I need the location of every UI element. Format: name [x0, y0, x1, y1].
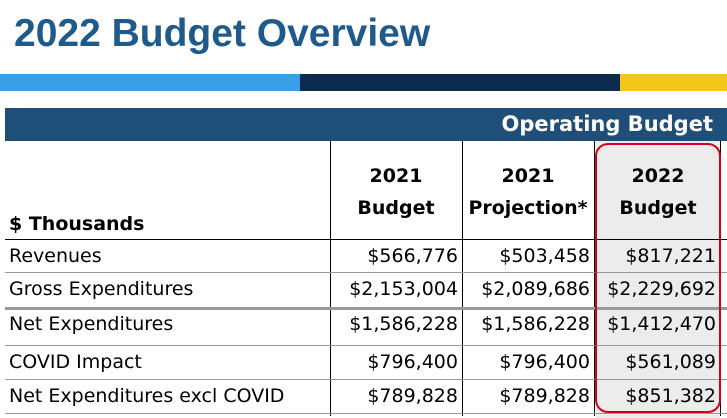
cell-value: $2,153,004 [349, 278, 458, 300]
cell-value: $789,828 [499, 385, 590, 407]
accent-bar [0, 74, 300, 91]
column-header: 2022 [631, 165, 685, 187]
row-border [5, 239, 727, 240]
cell-value: $2,229,692 [607, 278, 716, 300]
row-border [5, 413, 727, 414]
title: 2022 Budget Overview [14, 12, 431, 55]
cell-value: $851,382 [625, 385, 716, 407]
accent-bar [620, 74, 727, 91]
row-border [5, 307, 727, 310]
column-header: Budget [619, 197, 697, 219]
highlight-box [595, 143, 721, 413]
cell-value: $1,412,470 [607, 313, 716, 335]
table-band: Operating Budget [5, 108, 727, 141]
column-border [462, 141, 463, 416]
column-header: $ Thousands [9, 213, 145, 235]
column-header: Budget [357, 197, 435, 219]
accent-bar [300, 74, 620, 91]
row-border [5, 345, 727, 346]
row-label: COVID Impact [9, 351, 142, 373]
cell-value: $1,586,228 [349, 313, 458, 335]
column-header: 2021 [369, 165, 423, 187]
cell-value: $796,400 [367, 351, 458, 373]
cell-value: $1,586,228 [481, 313, 590, 335]
row-label: Revenues [9, 245, 102, 267]
cell-value: $817,221 [625, 245, 716, 267]
column-header: 2021 [501, 165, 555, 187]
cell-value: $561,089 [625, 351, 716, 373]
row-border [5, 379, 727, 380]
column-header: Projection* [468, 197, 588, 219]
cell-value: $503,458 [499, 245, 590, 267]
row-label: Net Expenditures [9, 313, 174, 335]
row-border [5, 272, 727, 273]
cell-value: $566,776 [367, 245, 458, 267]
column-border [594, 141, 595, 416]
cell-value: $796,400 [499, 351, 590, 373]
row-label: Gross Expenditures [9, 278, 194, 300]
cell-value: $789,828 [367, 385, 458, 407]
highlight-column [596, 141, 720, 418]
row-label: Net Expenditures excl COVID [9, 385, 285, 407]
column-border [330, 141, 331, 416]
cell-value: $2,089,686 [481, 278, 590, 300]
